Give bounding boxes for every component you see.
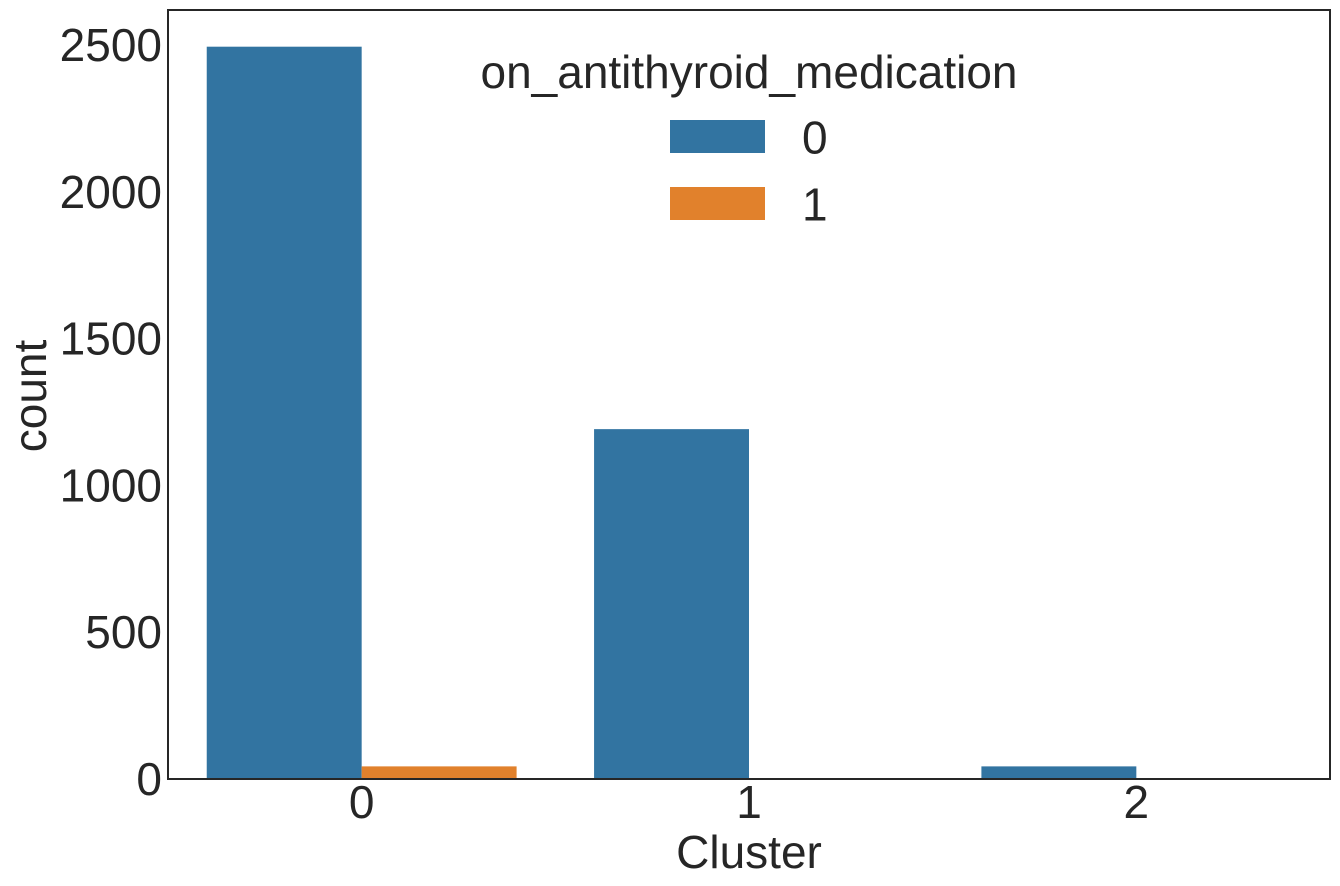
bar-cluster-1-series-0 [594,429,749,779]
x-axis: 0 1 2 [349,776,1149,828]
y-tick-label: 500 [85,606,162,658]
bars-group [206,46,1137,780]
bar-cluster-0-series-0 [206,46,362,780]
legend: on_antithyroid_medication 0 1 [480,46,1017,231]
legend-label-0: 0 [802,112,828,164]
bar-cluster-2-series-0 [981,766,1137,779]
y-tick-label: 0 [136,753,162,805]
y-tick-label: 1500 [60,313,162,365]
legend-title: on_antithyroid_medication [480,46,1017,98]
legend-label-1: 1 [802,179,828,231]
x-axis-title: Cluster [676,826,822,878]
y-tick-label: 2500 [60,19,162,71]
x-tick-label: 0 [349,776,375,828]
legend-swatch-0 [670,120,765,153]
legend-swatch-1 [670,187,765,220]
y-axis-title: count [4,340,56,453]
bar-cluster-0-series-1 [361,766,517,779]
x-tick-label: 2 [1124,776,1150,828]
plot-frame [167,9,1331,780]
y-tick-label: 1000 [60,459,162,511]
x-tick-label: 1 [736,776,762,828]
y-axis: 0 500 1000 1500 2000 2500 [60,19,162,805]
y-tick-label: 2000 [60,166,162,218]
